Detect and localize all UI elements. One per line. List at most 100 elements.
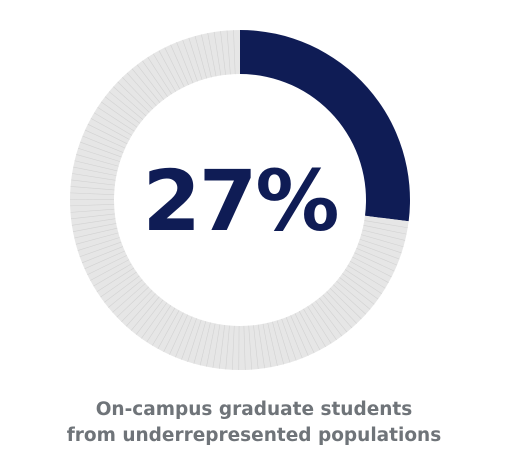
donut-texture-line: [108, 91, 144, 120]
donut-texture-line: [87, 255, 127, 275]
donut-texture-line: [362, 229, 406, 241]
donut-texture-line: [71, 218, 116, 226]
donut-texture-line: [219, 325, 225, 369]
center-percentage-label: 27%: [142, 152, 337, 250]
donut-slices: [70, 30, 410, 371]
donut-texture-line: [303, 308, 326, 348]
donut-texture-line: [243, 325, 246, 370]
donut-texture-line: [90, 118, 130, 140]
donut-texture-line: [130, 296, 160, 331]
donut-texture-line: [285, 317, 303, 359]
donut-texture-line: [79, 241, 122, 258]
donut-texture-line: [70, 204, 115, 207]
donut-texture-line: [176, 42, 194, 84]
donut-texture-line: [352, 256, 392, 278]
donut-texture-line: [339, 277, 375, 305]
chart-caption: On-campus graduate students from underre…: [0, 397, 508, 449]
donut-texture-line: [113, 86, 147, 117]
donut-texture-line: [364, 220, 408, 229]
donut-texture-line: [74, 227, 118, 239]
donut-texture-line: [142, 60, 168, 98]
donut-texture-line: [117, 81, 150, 113]
donut-texture-line: [359, 238, 402, 254]
donut-texture-line: [342, 273, 379, 300]
donut-texture-line: [70, 186, 115, 191]
donut-texture-line: [213, 31, 222, 76]
donut-texture-line: [187, 319, 202, 362]
donut-texture-line: [194, 35, 207, 79]
donut-texture-line: [81, 246, 124, 264]
donut-texture-line: [112, 283, 146, 313]
donut-texture-line: [349, 261, 389, 283]
donut-texture-line: [125, 293, 156, 327]
donut-texture-line: [262, 323, 272, 368]
donut-texture-line: [281, 318, 297, 361]
donut-texture-line: [344, 269, 382, 295]
donut-texture-line: [347, 265, 386, 289]
donut-texture-line: [72, 223, 117, 232]
donut-texture-line: [201, 34, 212, 78]
donut-texture-line: [104, 96, 141, 124]
donut-slice-highlight: [240, 30, 410, 222]
donut-texture-line: [336, 280, 371, 310]
donut-texture-line: [170, 44, 189, 86]
donut-texture-line: [276, 320, 291, 363]
donut-texture-line: [319, 297, 348, 333]
donut-texture-line: [298, 311, 321, 351]
donut-texture-line: [231, 325, 235, 370]
donut-texture-line: [163, 312, 184, 353]
donut-texture-line: [169, 314, 189, 355]
donut-texture-line: [361, 234, 404, 248]
donut-texture-line: [233, 30, 236, 75]
donut-texture-line: [311, 303, 337, 341]
donut-texture-line: [100, 101, 138, 128]
donut-texture-line: [294, 313, 315, 354]
donut-texture-line: [257, 324, 265, 369]
donut-texture-line: [108, 279, 143, 308]
donut-texture-line: [272, 321, 285, 365]
donut-texture-line: [248, 325, 253, 370]
donut-texture-line: [75, 232, 119, 245]
donut-texture-line: [126, 72, 157, 106]
donut-texture-line: [226, 30, 231, 75]
donut-texture-line: [104, 275, 140, 303]
donut-chart: 27%: [70, 30, 410, 371]
donut-texture-line: [136, 64, 165, 100]
donut-texture-line: [93, 112, 133, 136]
donut-texture-line: [74, 160, 118, 172]
donut-texture-line: [135, 299, 164, 335]
donut-texture-line: [71, 213, 115, 220]
donut-texture-line: [82, 135, 124, 153]
donut-texture-line: [77, 147, 121, 162]
donut-texture-line: [188, 37, 203, 80]
donut-texture-line: [358, 243, 400, 260]
donut-texture-line: [267, 322, 278, 366]
donut-texture-line: [333, 284, 367, 315]
donut-texture-line: [147, 57, 172, 95]
donut-texture-line: [80, 141, 122, 158]
donut-texture-line: [175, 316, 193, 358]
donut-texture-line: [363, 224, 407, 235]
caption-line-2: from underrepresented populations: [66, 425, 442, 446]
donut-texture-line: [77, 237, 120, 251]
donut-texture-line: [182, 39, 198, 82]
caption-line-1: On-campus graduate students: [95, 399, 413, 420]
donut-texture-line: [356, 248, 398, 266]
donut-texture-line: [121, 290, 153, 323]
donut-texture-line: [354, 252, 395, 272]
donut-texture-line: [206, 323, 216, 367]
donut-texture-lines: [70, 30, 408, 370]
donut-texture-line: [164, 47, 185, 88]
donut-texture-line: [158, 50, 181, 90]
donut-texture-line: [253, 325, 259, 370]
donut-texture-line: [199, 322, 211, 366]
donut-texture-line: [73, 166, 117, 176]
donut-texture-line: [212, 324, 221, 368]
donut-texture-line: [100, 271, 137, 298]
donut-texture-line: [76, 154, 119, 167]
donut-texture-line: [90, 259, 130, 281]
donut-texture-line: [131, 68, 161, 103]
donut-texture-line: [87, 123, 128, 145]
donut-texture-line: [146, 305, 172, 343]
donut-texture-line: [84, 250, 125, 270]
